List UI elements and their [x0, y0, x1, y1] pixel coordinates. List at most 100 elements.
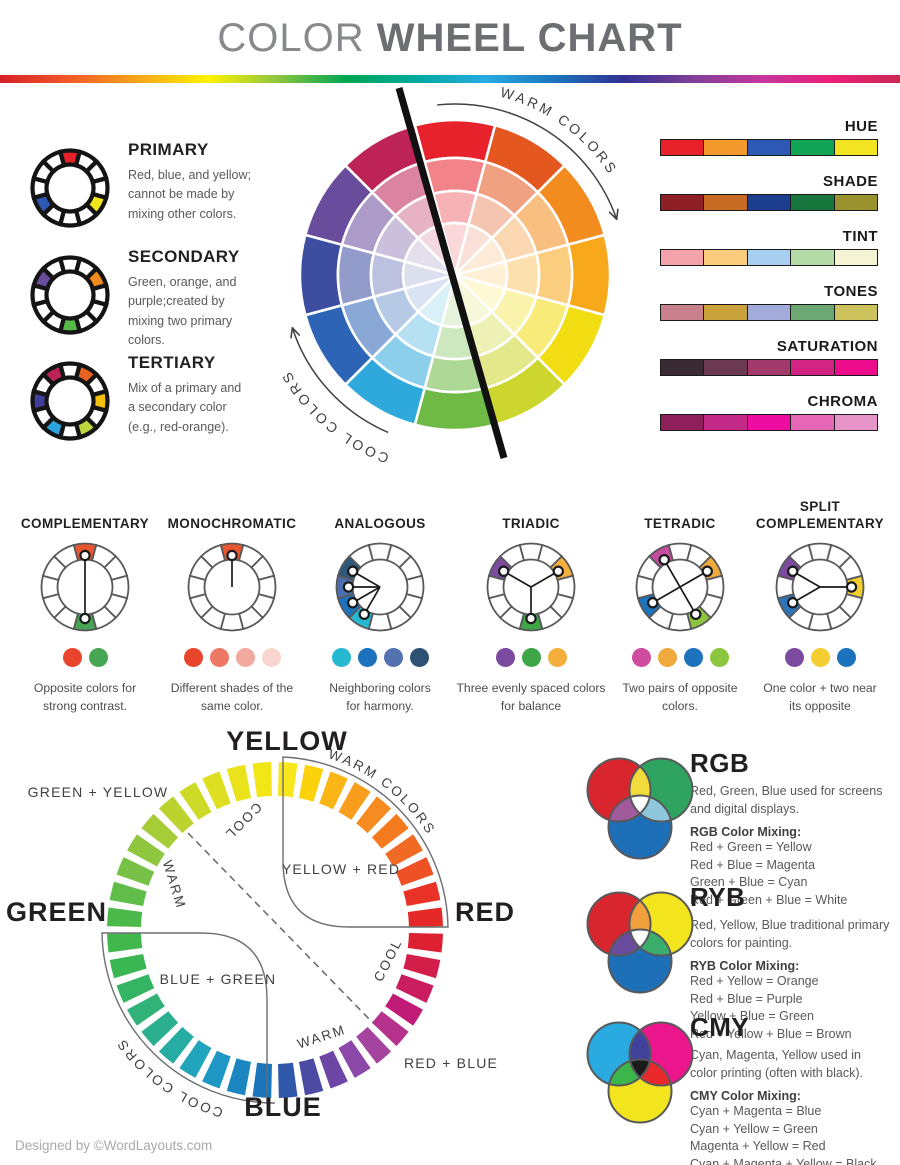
harmony-marker — [79, 612, 91, 625]
ring-swatch — [127, 993, 165, 1026]
harmony-caption: Opposite colors for strong contrast. — [33, 681, 137, 714]
color-model-description: Red, Yellow, Blue traditional primary co… — [690, 918, 890, 950]
color-type-legend: PRIMARY Red, blue, and yellow; cannot be … — [28, 138, 303, 468]
color-mixing-rules: Red + Green = Yellow Red + Blue = Magent… — [690, 840, 848, 907]
harmony-title: COMPLEMENTARY — [20, 516, 150, 532]
harmony-marker — [647, 597, 659, 609]
warm-arc — [437, 103, 618, 220]
wheel-segment-empty — [40, 256, 67, 282]
center-wheel-cell — [423, 156, 487, 196]
curved-label: WARM COLORS — [327, 746, 439, 837]
arrowhead-line — [291, 327, 301, 336]
harmony-dot — [383, 648, 403, 667]
legend-secondary: SECONDARY Green, orange, and purple;creat… — [28, 247, 240, 351]
color-mixing-title: RGB Color Mixing: — [690, 825, 802, 839]
legend-text: PRIMARY Red, blue, and yellow; cannot be … — [128, 140, 251, 230]
harmony-marker — [342, 581, 355, 593]
venn-outline — [628, 1021, 694, 1087]
strip-swatch-row — [660, 249, 878, 266]
harmony-marker — [79, 549, 91, 562]
color-swatch — [703, 360, 747, 375]
center-wheel-cell — [566, 233, 612, 317]
harmony-dots — [598, 648, 762, 667]
ring-swatch — [116, 974, 155, 1003]
center-wheel-cell — [298, 233, 344, 317]
ring-swatch — [371, 813, 409, 849]
color-mixing-title: CMY Color Mixing: — [690, 1089, 801, 1103]
venn-outline — [628, 891, 694, 957]
strip-swatch-row — [660, 359, 878, 376]
color-swatch — [661, 360, 704, 375]
ring-swatch — [403, 953, 441, 979]
venn-outline — [586, 757, 652, 823]
color-swatch — [790, 250, 834, 265]
harmony-dot — [784, 648, 804, 667]
ring-swatch — [226, 764, 252, 802]
harmony-dot — [836, 648, 856, 667]
harmony-title: TETRADIC — [644, 516, 716, 532]
ring-swatch — [116, 857, 155, 886]
harmony-marker — [347, 565, 359, 577]
harmony-dots — [150, 648, 314, 667]
ring-swatch — [278, 762, 298, 798]
venn-ryb — [586, 891, 694, 994]
color-swatch — [833, 415, 878, 430]
ring-label-yellow: YELLOW — [226, 726, 348, 756]
wheel-segment-filled — [40, 362, 67, 388]
color-swatch — [746, 250, 791, 265]
color-swatch — [746, 305, 791, 320]
harmony-marker — [226, 549, 238, 562]
harmony-marker — [552, 565, 564, 577]
ring-swatch — [179, 782, 212, 820]
harmony-dot — [495, 648, 515, 667]
color-mixing-rules: Cyan + Magenta = Blue Cyan + Yellow = Gr… — [690, 1104, 877, 1165]
temperature-label: WARM — [295, 1022, 347, 1052]
harmony-dot — [547, 648, 567, 667]
color-model-ryb: RYB Red, Yellow, Blue traditional primary… — [580, 882, 898, 1043]
cool-arc — [291, 327, 389, 434]
ring-swatch — [407, 933, 443, 953]
ring-swatch — [109, 953, 147, 979]
color-swatch — [661, 140, 704, 155]
harmony-connector — [652, 570, 708, 604]
color-model-cmy: CMY Cyan, Magenta, Yellow used in color p… — [580, 1012, 898, 1165]
ring-swatch — [107, 933, 143, 953]
wheel-segment-empty — [52, 543, 79, 569]
harmony-title: SPLIT COMPLEMENTARY — [755, 499, 885, 532]
legend-primary: PRIMARY Red, blue, and yellow; cannot be … — [28, 140, 251, 230]
color-swatch — [833, 360, 878, 375]
harmony-wheel — [335, 542, 425, 632]
legend-description: Mix of a primary and a secondary color (… — [128, 381, 242, 434]
venn-outline — [586, 1021, 652, 1087]
harmony-dot — [631, 648, 651, 667]
color-model-title: CMY — [690, 1012, 750, 1042]
color-model-text: CMY Cyan, Magenta, Yellow used in color p… — [690, 1012, 898, 1165]
ring-swatch — [107, 907, 143, 927]
arrowhead-line — [615, 208, 619, 221]
ring-swatch — [319, 771, 348, 810]
harmony-dot — [183, 648, 203, 667]
warm-cool-divider-line — [395, 87, 508, 459]
color-swatch — [790, 195, 834, 210]
page-title: COLOR WHEEL CHART — [0, 16, 900, 61]
color-swatch — [746, 415, 791, 430]
color-swatch — [790, 305, 834, 320]
strip-swatch-row — [660, 304, 878, 321]
harmony-dot — [683, 648, 703, 667]
page-title-light: COLOR — [217, 16, 365, 60]
ring-swatch — [371, 1011, 409, 1047]
legend-wheel-tertiary — [30, 361, 110, 441]
strip-label: CHROMA — [807, 393, 878, 410]
harmony-dot — [209, 648, 229, 667]
color-swatch — [703, 415, 747, 430]
harmony-caption: Different shades of the same color. — [170, 681, 294, 714]
color-model-rgb: RGB Red, Green, Blue used for screens and… — [580, 748, 898, 909]
strip-label: HUE — [844, 118, 878, 135]
color-swatch — [833, 250, 878, 265]
wheel-segment-empty — [787, 543, 814, 569]
venn-outline — [628, 757, 694, 823]
credit-text: Designed by ©WordLayouts.com — [15, 1138, 213, 1153]
legend-title: PRIMARY — [128, 140, 209, 159]
harmony-marker — [701, 565, 713, 577]
